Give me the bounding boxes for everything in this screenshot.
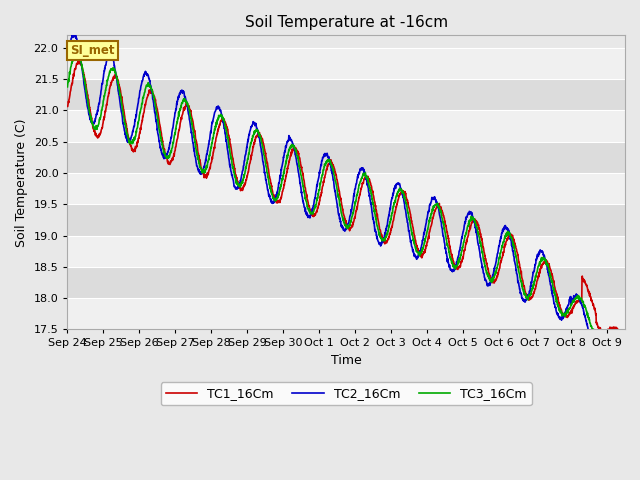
TC2_16Cm [70, 31, 78, 36]
Bar [67, 79, 625, 110]
TC3_16Cm [63, 84, 71, 90]
Bar [67, 142, 625, 173]
Line: TC2_16Cm: TC2_16Cm [67, 34, 625, 371]
TC2_16Cm [536, 251, 543, 256]
TC3_16Cm [430, 204, 438, 210]
Title: Soil Temperature at -16cm: Soil Temperature at -16cm [244, 15, 448, 30]
TC1_16Cm [536, 269, 543, 275]
Bar [67, 110, 625, 142]
TC2_16Cm [602, 339, 609, 345]
X-axis label: Time: Time [331, 354, 362, 367]
TC3_16Cm [72, 48, 80, 54]
TC3_16Cm [350, 208, 358, 214]
TC2_16Cm [430, 196, 438, 202]
TC3_16Cm [97, 115, 104, 121]
TC2_16Cm [63, 55, 71, 61]
TC1_16Cm [63, 104, 71, 109]
Line: TC1_16Cm: TC1_16Cm [67, 60, 625, 343]
Bar [67, 48, 625, 79]
TC2_16Cm [97, 93, 104, 98]
TC1_16Cm [430, 212, 438, 217]
Bar [67, 267, 625, 298]
TC3_16Cm [536, 260, 543, 265]
TC1_16Cm [74, 58, 82, 63]
TC1_16Cm [97, 131, 104, 137]
TC1_16Cm [350, 219, 358, 225]
Bar [67, 236, 625, 267]
Bar [67, 204, 625, 236]
TC1_16Cm [413, 243, 420, 249]
TC2_16Cm [621, 368, 629, 373]
Bar [67, 173, 625, 204]
TC3_16Cm [621, 353, 629, 359]
Line: TC3_16Cm: TC3_16Cm [67, 51, 625, 356]
TC1_16Cm [602, 328, 609, 334]
Y-axis label: Soil Temperature (C): Soil Temperature (C) [15, 118, 28, 247]
TC1_16Cm [621, 340, 629, 346]
Text: SI_met: SI_met [70, 44, 115, 57]
TC2_16Cm [413, 256, 420, 262]
Bar [67, 298, 625, 329]
TC2_16Cm [350, 192, 358, 198]
TC3_16Cm [413, 249, 420, 254]
Legend: TC1_16Cm, TC2_16Cm, TC3_16Cm: TC1_16Cm, TC2_16Cm, TC3_16Cm [161, 383, 532, 406]
TC3_16Cm [602, 335, 609, 341]
